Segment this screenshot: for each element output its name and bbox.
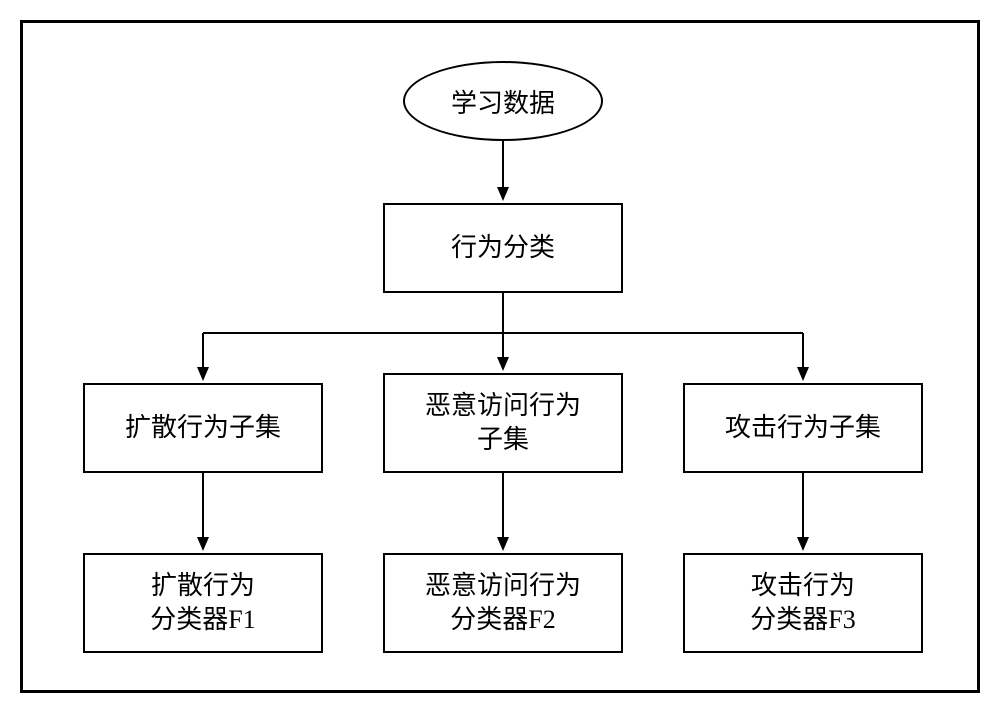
node-classify-label: 行为分类	[451, 231, 555, 265]
node-subset2: 恶意访问行为 子集	[383, 373, 623, 473]
node-subset1-label: 扩散行为子集	[125, 411, 281, 445]
node-subset1: 扩散行为子集	[83, 383, 323, 473]
node-classifier1-label: 扩散行为 分类器F1	[150, 569, 255, 637]
node-subset3: 攻击行为子集	[683, 383, 923, 473]
node-classifier3: 攻击行为 分类器F3	[683, 553, 923, 653]
node-classifier2-label: 恶意访问行为 分类器F2	[425, 569, 581, 637]
node-subset3-label: 攻击行为子集	[725, 411, 881, 445]
node-subset2-label: 恶意访问行为 子集	[425, 389, 581, 457]
node-classifier1: 扩散行为 分类器F1	[83, 553, 323, 653]
node-classifier3-label: 攻击行为 分类器F3	[750, 569, 855, 637]
node-start-label: 学习数据	[451, 83, 555, 120]
node-classify: 行为分类	[383, 203, 623, 293]
node-start: 学习数据	[403, 61, 603, 141]
diagram-frame: 学习数据 行为分类 扩散行为子集 恶意访问行为 子集 攻击行为子集 扩散行为 分…	[20, 20, 980, 693]
node-classifier2: 恶意访问行为 分类器F2	[383, 553, 623, 653]
